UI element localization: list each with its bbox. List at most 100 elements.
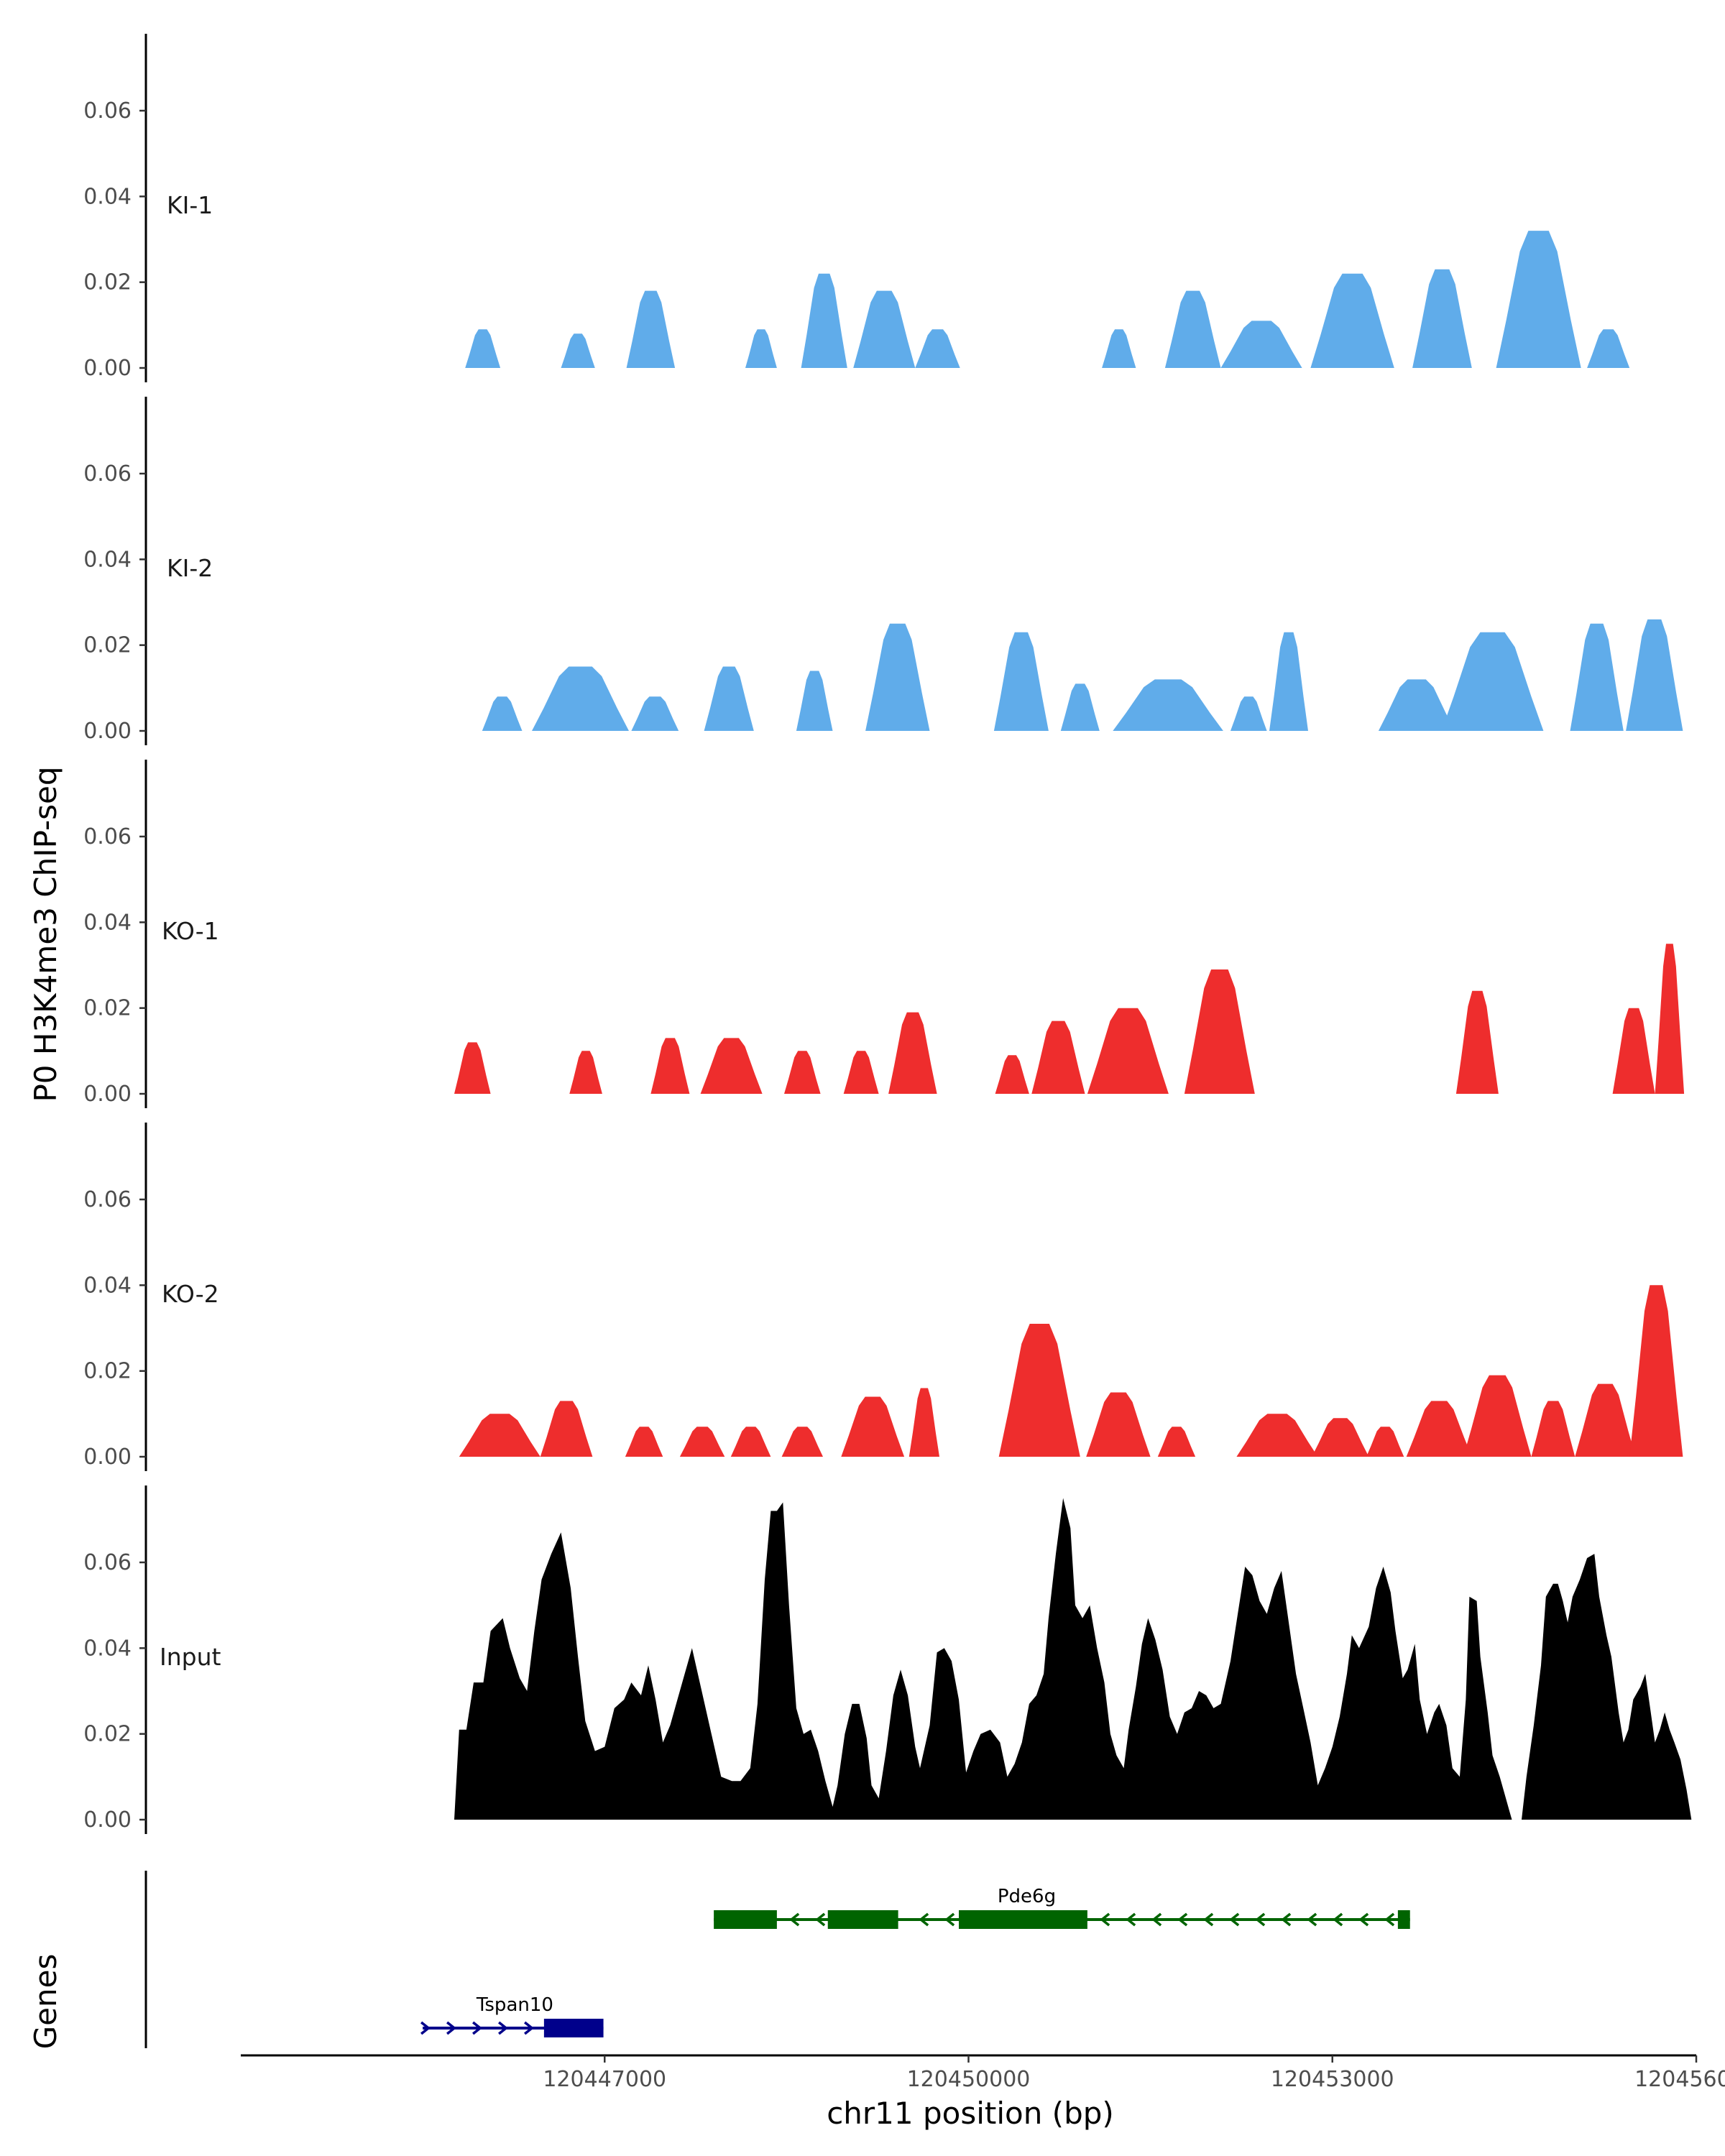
strand-arrow [1177,1912,1188,1927]
signal-peak [482,696,523,731]
signal-peak [626,290,676,368]
track-label-input: Input [160,1643,221,1671]
signal-peak [540,1401,593,1457]
signal-peak [1612,1008,1655,1094]
signal-peak [1378,679,1455,731]
signal-peak [1312,1418,1369,1457]
track-panel-ko-2: 0.00 0.02 0.04 0.06 KO-2 [83,1123,1683,1471]
gene-exon [959,1910,1087,1929]
gene-exon [543,2019,604,2037]
signal-peak [853,290,916,368]
signal-peak [1463,1375,1532,1457]
track-panel-input: 0.00 0.02 0.04 0.06 Input [83,1485,1692,1834]
signal-peak [1113,679,1223,731]
signal-peak [915,329,960,368]
signal-peak [1269,632,1308,731]
y-tick-label: 0.04 [83,184,132,209]
strand-arrow [1281,1912,1292,1927]
x-tick-label: 120447000 [543,2067,666,2092]
signal-area [1522,1554,1692,1820]
strand-arrow [524,2021,534,2035]
signal-peak [1157,1427,1196,1457]
y-tick-label: 0.00 [83,719,132,744]
strand-arrow [446,2021,456,2035]
gene-exon [1397,1910,1410,1929]
signal-peak [730,1427,771,1457]
signal-peak [1587,329,1630,368]
signal-peak [998,1324,1080,1457]
signal-peak [1575,1383,1636,1457]
y-tick-label: 0.00 [83,356,132,381]
track-label-ki-2: KI-2 [167,554,213,582]
strand-arrow [1229,1912,1240,1927]
signal-peak [465,329,501,368]
signal-peak [745,329,777,368]
y-tick-label: 0.06 [83,1550,132,1575]
y-tick-label: 0.02 [83,996,132,1021]
y-tick-label: 0.00 [83,1082,132,1107]
track-panel-ki-1: 0.00 0.02 0.04 0.06 KI-1 [83,34,1630,382]
signal-peak [1060,683,1100,731]
signal-peak [1087,1008,1169,1094]
track-label-ki-1: KI-1 [167,191,213,219]
signal-peak [1496,231,1581,368]
strand-arrow [472,2021,482,2035]
signal-peak [784,1051,821,1094]
signal-peak [1310,273,1394,368]
strand-arrow [919,1912,929,1927]
strand-arrow [1384,1912,1395,1927]
signal-peak [1441,632,1544,731]
signal-peak [1164,290,1221,368]
x-tick-label: 120456000 [1634,2067,1725,2092]
signal-area [454,1498,1512,1820]
y-tick-label: 0.02 [83,270,132,295]
y-tick-label: 0.04 [83,910,132,935]
strand-arrow [1203,1912,1214,1927]
signal-peak [841,1396,905,1457]
x-axis-title: chr11 position (bp) [827,2096,1114,2131]
signal-peak [1455,990,1499,1094]
strand-arrow [1307,1912,1317,1927]
signal-peak [1366,1427,1404,1457]
signal-peak [1570,623,1624,731]
signal-peak [1412,269,1472,368]
x-tick-label: 120450000 [907,2067,1031,2092]
y-tick-label: 0.06 [83,461,132,487]
signal-peak [459,1414,540,1457]
y-tick-label: 0.02 [83,1722,132,1747]
signal-peak [888,1012,937,1094]
track-label-ko-1: KO-1 [162,917,219,945]
y-tick-label: 0.06 [83,824,132,849]
strand-arrow [1126,1912,1136,1927]
signal-peak [650,1038,690,1094]
y-tick-label: 0.00 [83,1807,132,1833]
signal-peak [801,273,847,368]
strand-arrow [1100,1912,1110,1927]
y-axis-title: P0 H3K4me3 ChIP-seq [28,766,63,1102]
signal-peak [1031,1021,1085,1094]
gene-tspan10: Tspan10 [420,1994,604,2037]
strand-arrow [1358,1912,1369,1927]
strand-arrow [944,1912,955,1927]
signal-peak [1236,1414,1318,1457]
signal-peak [1086,1392,1151,1457]
signal-peak [679,1427,725,1457]
signal-peak [569,1051,602,1094]
y-tick-label: 0.04 [83,1273,132,1298]
y-tick-label: 0.06 [83,1187,132,1212]
strand-arrow [1255,1912,1266,1927]
y-tick-label: 0.00 [83,1445,132,1470]
track-panel-ko-1: 0.00 0.02 0.04 0.06 KO-1 [83,760,1685,1108]
track-label-ko-2: KO-2 [162,1280,219,1308]
signal-peak [454,1042,491,1094]
signal-peak [796,671,833,731]
gene-exon [827,1910,898,1929]
signal-peak [704,666,754,731]
signal-peak [1184,969,1255,1094]
y-tick-label: 0.02 [83,633,132,658]
signal-peak [993,632,1049,731]
signal-peak [908,1388,939,1457]
strand-arrow [815,1912,826,1927]
x-tick-label: 120453000 [1271,2067,1394,2092]
